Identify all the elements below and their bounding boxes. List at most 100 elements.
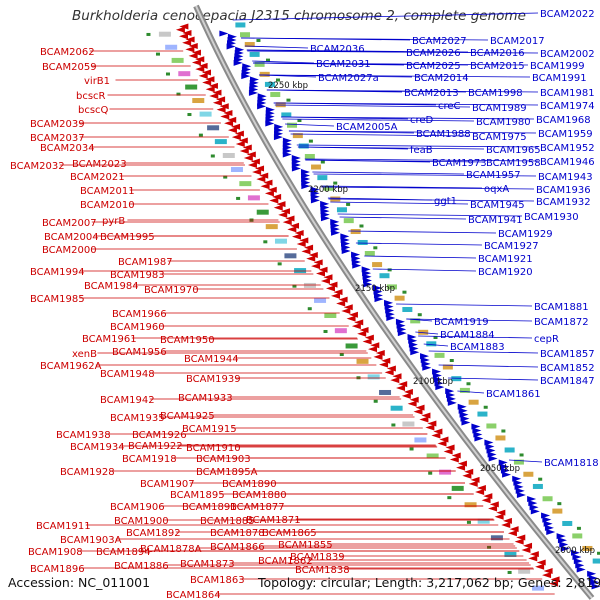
gene-label-plus-bcam1995: BCAM1995 (100, 232, 155, 243)
feature-marker (278, 262, 282, 265)
gene-label-plus-bcam1994: BCAM1994 (30, 267, 85, 278)
gene-label-plus-bcam1900: BCAM1900 (114, 516, 169, 527)
connector-line-minus (356, 243, 482, 245)
feature-block (240, 32, 250, 37)
gene-label-minus-cepr: cepR (534, 334, 559, 345)
gene-label-minus-bcam1991: BCAM1991 (532, 73, 587, 84)
feature-block (314, 298, 326, 303)
feature-arrow-plus (516, 534, 525, 540)
gene-label-plus-bcam1839: BCAM1839 (290, 552, 345, 563)
feature-block (324, 313, 336, 318)
scale-label-2200kbp: 2200 kbp (308, 185, 348, 195)
gene-label-plus-bcam1915: BCAM1915 (182, 424, 237, 435)
feature-arrow-minus (489, 455, 498, 461)
gene-label-plus-bcam1873: BCAM1873 (180, 559, 235, 570)
feature-arrow-plus (179, 33, 188, 39)
gene-label-minus-bcam2027a: BCAM2027a (318, 73, 379, 84)
feature-arrow-plus (189, 53, 198, 59)
feature-arrow-minus (448, 400, 457, 406)
feature-arrow-plus (528, 555, 537, 561)
feature-block (435, 353, 445, 358)
gene-label-minus-bcam1852: BCAM1852 (540, 363, 595, 374)
feature-marker (467, 521, 471, 524)
feature-marker (466, 382, 470, 385)
feature-block (365, 251, 375, 256)
feature-arrow-plus (195, 66, 204, 72)
feature-arrow-plus (419, 417, 428, 423)
gene-label-plus-bcam2007: BCAM2007 (42, 218, 97, 229)
feature-block (465, 502, 477, 507)
feature-block (344, 218, 354, 223)
feature-arrow-minus (331, 230, 340, 236)
gene-label-minus-bcam2036: BCAM2036 (310, 44, 365, 55)
feature-block (505, 447, 515, 452)
feature-block (533, 484, 543, 489)
feature-arrow-plus (336, 300, 345, 306)
gene-label-minus-bcam2025: BCAM2025 (406, 61, 461, 72)
gene-label-minus-bcam2014: BCAM2014 (414, 73, 469, 84)
feature-arrow-plus (209, 93, 218, 99)
feature-arrow-plus (352, 323, 361, 329)
feature-block (452, 486, 464, 491)
feature-marker (410, 447, 414, 450)
gene-label-minus-bcam1884: BCAM1884 (440, 330, 495, 341)
gene-label-minus-bcam1952: BCAM1952 (540, 143, 595, 154)
feature-marker (391, 423, 395, 426)
gene-label-plus-bcam1866: BCAM1866 (210, 542, 265, 553)
feature-arrow-plus (347, 316, 356, 322)
feature-marker (508, 571, 512, 574)
feature-block (165, 45, 177, 50)
gene-label-minus-bcam1959: BCAM1959 (538, 129, 593, 140)
gene-label-plus-bcam1961: BCAM1961 (82, 334, 137, 345)
feature-arrow-minus (219, 30, 228, 36)
gene-label-plus-bcam1983: BCAM1983 (110, 270, 165, 281)
feature-arrow-plus (261, 183, 270, 189)
feature-marker (501, 429, 505, 432)
feature-marker (450, 359, 454, 362)
feature-arrow-plus (450, 457, 459, 463)
gene-label-minus-bcam1932: BCAM1932 (536, 197, 591, 208)
feature-arrow-plus (437, 440, 446, 446)
feature-arrow-plus (331, 293, 340, 299)
feature-arrow-minus (422, 365, 431, 371)
feature-block (172, 58, 184, 63)
gene-label-plus-bcam1891: BCAM1891 (182, 502, 237, 513)
gene-label-minus-bcam2027: BCAM2027 (412, 36, 467, 47)
feature-marker (156, 53, 160, 56)
gene-label-minus-bcam1847: BCAM1847 (540, 376, 595, 387)
feature-arrow-plus (301, 248, 310, 254)
feature-marker (557, 502, 561, 505)
gene-label-plus-bcscq: bcscQ (78, 105, 109, 116)
feature-block (562, 521, 572, 526)
feature-arrow-minus (342, 248, 351, 254)
gene-label-minus-bcam1989: BCAM1989 (472, 103, 527, 114)
feature-arrow-plus (248, 162, 257, 168)
feature-arrow-plus (488, 505, 497, 511)
feature-arrow-plus (283, 219, 292, 225)
gene-label-minus-bcam1920: BCAM1920 (478, 267, 533, 278)
gene-label-plus-bcam1908: BCAM1908 (28, 547, 83, 558)
feature-block (304, 283, 316, 288)
gene-label-minus-oqxa: oqxA (484, 184, 509, 195)
gene-label-minus-bcam1945: BCAM1945 (470, 200, 525, 211)
feature-arrow-minus (546, 529, 555, 535)
accession-text: Accession: NC_011001 (8, 575, 150, 590)
feature-marker (388, 268, 392, 271)
gene-label-minus-bcam1941: BCAM1941 (468, 215, 523, 226)
gene-label-minus-bcam1974: BCAM1974 (540, 101, 595, 112)
gene-label-plus-bcam1942: BCAM1942 (100, 395, 155, 406)
feature-arrow-plus (363, 338, 372, 344)
gene-label-plus-bcam1960: BCAM1960 (110, 322, 165, 333)
feature-arrow-plus (192, 60, 201, 66)
gene-label-minus-bcam1975: BCAM1975 (472, 132, 527, 143)
scale-label-2050kbp: 2050 kbp (480, 464, 520, 474)
connector-line-minus (348, 231, 496, 233)
feature-arrow-plus (306, 256, 315, 262)
feature-marker (428, 472, 432, 475)
gene-label-minus-bcam1883: BCAM1883 (450, 342, 505, 353)
feature-arrow-minus (375, 296, 384, 302)
feature-marker (324, 330, 328, 333)
feature-block (185, 85, 197, 90)
feature-arrow-plus (515, 539, 524, 545)
feature-block (270, 92, 280, 97)
